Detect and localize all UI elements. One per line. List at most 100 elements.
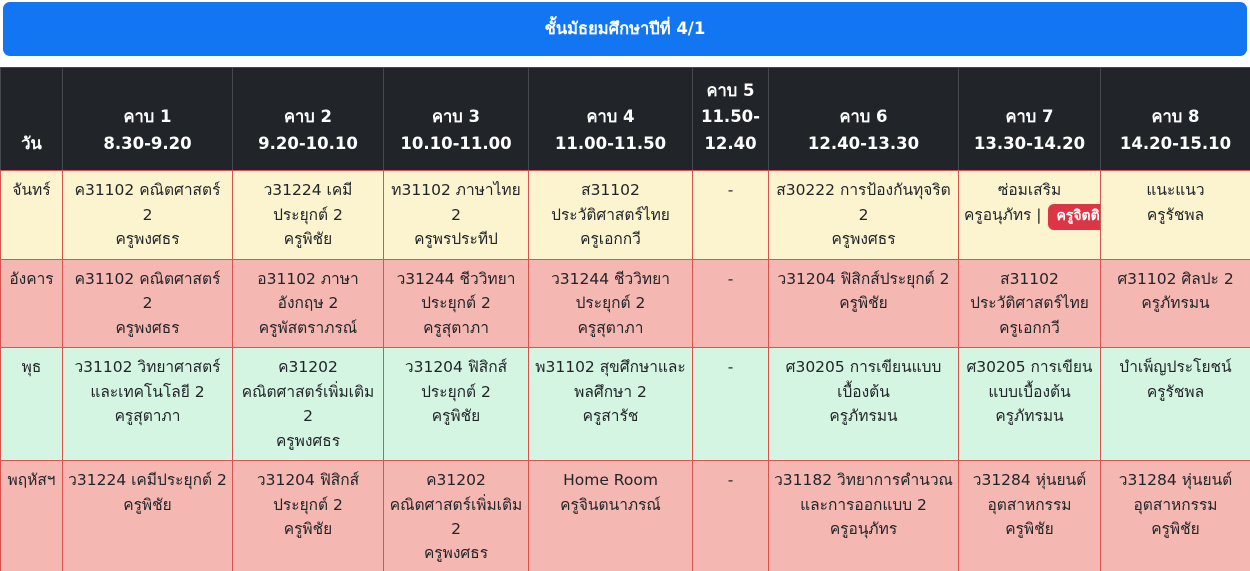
subject-text: - — [727, 358, 734, 377]
teacher-text: ครูพิชัย — [283, 230, 333, 249]
subject-text: ว31224 เคมีประยุกต์ 2 — [68, 471, 227, 490]
cell-tuesday-p8: ศ31102 ศิลปะ 2 ครูภัทรมน — [1100, 258, 1250, 349]
cell-tuesday-p5: - — [692, 258, 769, 349]
subject-text: - — [727, 181, 734, 200]
teacher-text: ครูพงศธร — [423, 544, 489, 563]
teacher-text: ครูภัทรมน — [1141, 294, 1210, 313]
teacher-text: ครูพิชัย — [1005, 519, 1054, 538]
day-label-tuesday: อังคาร — [0, 258, 63, 349]
subject-text: ว31204 ฟิสิกส์ประยุกต์ 2 — [256, 471, 360, 514]
subject-text: ว31284 หุ่นยนต์อุตสาหกรรม — [1118, 471, 1233, 514]
cell-monday-p8: แนะแนวครูรัชพล — [1100, 170, 1250, 260]
subject-text: Home Room — [563, 471, 658, 490]
subject-text: แนะแนว — [1146, 181, 1205, 200]
teacher-text: ครูสารัช — [582, 407, 639, 426]
period-header-3: คาบ 3 10.10-11.00 — [383, 66, 529, 172]
subject-text: ซ่อมเสริม — [997, 181, 1062, 200]
subject-text: อ31102 ภาษาอังกฤษ 2 — [257, 269, 359, 313]
teacher-text: ครูพิชัย — [1151, 519, 1200, 538]
cell-monday-p6: ส30222 การป้องกันทุจริต 2 ครูพงศธร — [768, 170, 959, 260]
teacher-text: ครูสุตาภา — [423, 318, 489, 337]
subject-text: ว31244 ชีววิทยาประยุกต์ 2 — [396, 269, 516, 313]
period-time: 13.30-14.20 — [973, 133, 1086, 153]
teacher-text: ครูพงศธร — [275, 431, 341, 450]
cell-monday-p7: ซ่อมเสริมครูอนุภัทร | ครูจิตติมา — [958, 170, 1101, 260]
day-label-thursday: พฤหัสฯ — [0, 460, 63, 571]
period-time: 11.50-12.40 — [700, 107, 761, 153]
teacher-text: ครูภัทรมน — [829, 407, 898, 426]
period-header-2: คาบ 2 9.20-10.10 — [232, 66, 384, 172]
teacher-text: ครูภัทรมน — [995, 407, 1064, 426]
teacher-text: ครูพงศธร — [831, 230, 896, 249]
timetable-row-monday: จันทร์ ค31102 คณิตศาสตร์ 2 ครูพงศธร ว31224 … — [0, 170, 1250, 260]
cell-thursday-p1: ว31224 เคมีประยุกต์ 2 ครูพิชัย — [62, 460, 233, 571]
teacher-text: ครูสุตาภา — [114, 407, 181, 426]
cell-thursday-p8: ว31284 หุ่นยนต์อุตสาหกรรมครูพิชัย — [1100, 460, 1250, 571]
cell-wednesday-p5: - — [692, 347, 769, 462]
teacher-text: ครูจินตนาภรณ์ — [560, 495, 661, 514]
subject-text: - — [727, 269, 734, 288]
cell-monday-p4: ส31102 ประวัติศาสตร์ไทย ครูเอกกวี — [528, 170, 693, 260]
cell-thursday-p2: ว31204 ฟิสิกส์ประยุกต์ 2 ครูพิชัย — [232, 460, 384, 571]
period-label: คาบ 5 — [706, 81, 755, 100]
timetable: วัน คาบ 1 8.30-9.20 คาบ 2 9.20-10.10 คาบ 3 10… — [0, 66, 1250, 571]
teacher-text: ครูรัชพล — [1146, 205, 1205, 224]
cell-wednesday-p3: ว31204 ฟิสิกส์ประยุกต์ 2 ครูพิชัย — [383, 347, 529, 462]
cell-tuesday-p2: อ31102 ภาษาอังกฤษ 2 ครูพัสตราภรณ์ — [232, 258, 384, 349]
period-time: 8.30-9.20 — [103, 133, 192, 153]
cell-thursday-p4: Home Room ครูจินตนาภรณ์ — [528, 460, 693, 571]
cell-wednesday-p8: บำเพ็ญประโยชน์ ครูรัชพล — [1100, 347, 1250, 462]
cell-thursday-p5: - — [692, 460, 769, 571]
period-header-6: คาบ 6 12.40-13.30 — [768, 66, 959, 172]
cell-monday-p1: ค31102 คณิตศาสตร์ 2 ครูพงศธร — [62, 170, 233, 260]
cell-thursday-p7: ว31284 หุ่นยนต์อุตสาหกรรมครูพิชัย — [958, 460, 1101, 571]
timetable-row-tuesday: อังคาร ค31102 คณิตศาสตร์ 2 ครูพงศธร อ31102 … — [0, 258, 1250, 349]
cell-wednesday-p2: ค31202 คณิตศาสตร์เพิ่มเติม 2 ครูพงศธร — [232, 347, 384, 462]
subject-text: ค31202 คณิตศาสตร์เพิ่มเติม 2 — [389, 471, 523, 538]
subject-text: ว31102 วิทยาศาสตร์และเทคโนโลยี 2 — [74, 358, 221, 401]
period-label: คาบ 4 — [586, 107, 635, 127]
subject-text: พ31102 สุขศึกษาและพลศึกษา 2 — [535, 358, 686, 401]
period-label: คาบ 2 — [283, 107, 332, 127]
period-header-7: คาบ 7 13.30-14.20 — [958, 66, 1101, 172]
teacher-text: ครูพงศธร — [115, 230, 180, 249]
timetable-row-thursday: พฤหัสฯ ว31224 เคมีประยุกต์ 2 ครูพิชัย ว3120… — [0, 460, 1250, 571]
period-time: 12.40-13.30 — [807, 133, 920, 153]
subject-text: ค31202 คณิตศาสตร์เพิ่มเติม 2 — [241, 358, 375, 426]
subject-text: ส31102 ประวัติศาสตร์ไทย — [970, 269, 1089, 313]
teacher-text: ครูสุตาภา — [577, 318, 644, 337]
cell-monday-p5: - — [692, 170, 769, 260]
timetable-row-wednesday: พุธ ว31102 วิทยาศาสตร์และเทคโนโลยี 2 ครูสุ… — [0, 347, 1250, 462]
cell-tuesday-p7: ส31102 ประวัติศาสตร์ไทย ครูเอกกวี — [958, 258, 1101, 349]
cell-thursday-p3: ค31202 คณิตศาสตร์เพิ่มเติม 2 ครูพงศธร — [383, 460, 529, 571]
teacher-text: ครูพิชัย — [283, 519, 333, 538]
subject-text: ว31204 ฟิสิกส์ประยุกต์ 2 — [404, 358, 508, 401]
cell-monday-p2: ว31224 เคมีประยุกต์ 2 ครูพิชัย — [232, 170, 384, 260]
period-header-4: คาบ 4 11.00-11.50 — [528, 66, 693, 172]
subject-text: ส30222 การป้องกันทุจริต 2 — [776, 181, 951, 224]
subject-text: ว31244 ชีววิทยาประยุกต์ 2 — [551, 269, 670, 313]
subject-text: ว31204 ฟิสิกส์ประยุกต์ 2 — [777, 269, 950, 288]
cell-monday-p3: ท31102 ภาษาไทย 2 ครูพรประทีป — [383, 170, 529, 260]
subject-text: ว31182 วิทยาการคำนวณและการออกแบบ 2 — [774, 471, 953, 514]
teacher-text: ครูพิชัย — [123, 495, 172, 514]
teacher-text: ครูพรประทีป — [414, 230, 498, 249]
timetable-body: จันทร์ ค31102 คณิตศาสตร์ 2 ครูพงศธร ว31224 … — [0, 170, 1250, 571]
cell-wednesday-p4: พ31102 สุขศึกษาและพลศึกษา 2 ครูสารัช — [528, 347, 693, 462]
page-title: ชั้นมัธยมศึกษาปีที่ 4/1 — [544, 19, 706, 38]
period-label: คาบ 3 — [431, 107, 480, 127]
period-time: 14.20-15.10 — [1119, 133, 1232, 153]
cell-tuesday-p1: ค31102 คณิตศาสตร์ 2 ครูพงศธร — [62, 258, 233, 349]
teacher-badge: ครูจิตติมา — [1048, 203, 1100, 230]
teacher-text: ครูอนุภัทร | ครูจิตติมา — [964, 203, 1100, 230]
day-label-monday: จันทร์ — [0, 170, 63, 260]
subject-text: ว31224 เคมีประยุกต์ 2 — [263, 181, 353, 224]
subject-text: ค31102 คณิตศาสตร์ 2 — [74, 269, 221, 313]
cell-wednesday-p6: ศ30205 การเขียนแบบเบื้องต้น ครูภัทรมน — [768, 347, 959, 462]
period-header-1: คาบ 1 8.30-9.20 — [62, 66, 233, 172]
header-row: วัน คาบ 1 8.30-9.20 คาบ 2 9.20-10.10 คาบ 3 10… — [0, 66, 1250, 172]
subject-text: บำเพ็ญประโยชน์ — [1119, 358, 1232, 377]
subject-text: ว31284 หุ่นยนต์อุตสาหกรรม — [972, 471, 1087, 514]
subject-text: ค31102 คณิตศาสตร์ 2 — [74, 181, 221, 224]
cell-thursday-p6: ว31182 วิทยาการคำนวณและการออกแบบ 2 ครูอนุ… — [768, 460, 959, 571]
